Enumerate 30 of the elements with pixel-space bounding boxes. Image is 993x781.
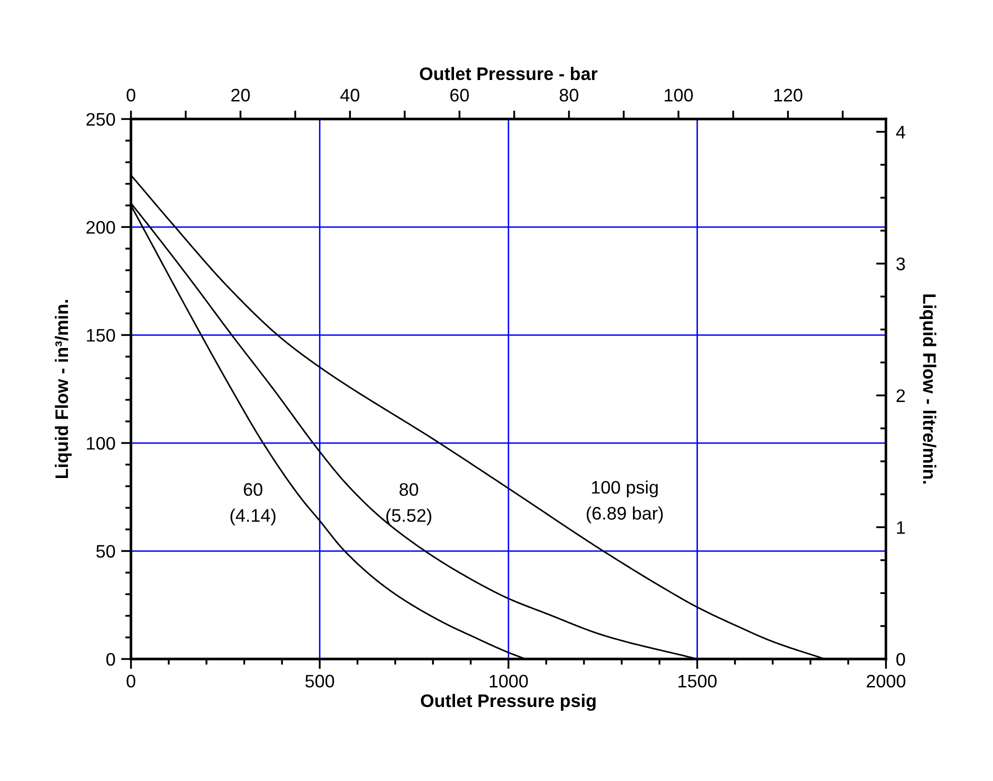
annotation: 100 psig (6.89 bar) xyxy=(586,480,663,524)
x-tick-label: 2000 xyxy=(866,674,906,688)
annotation: 80 (5.52) xyxy=(386,483,432,526)
y-tick-label: 200 xyxy=(86,220,115,234)
y2-tick-label: 4 xyxy=(896,126,906,138)
x2-tick-label: 20 xyxy=(231,88,250,102)
y-tick-label: 50 xyxy=(96,544,115,558)
x2-axis-title: Outlet Pressure - bar xyxy=(420,66,598,80)
y-tick-label: 0 xyxy=(106,652,115,666)
x-tick-label: 0 xyxy=(126,674,136,688)
x-axis-title: Outlet Pressure psig xyxy=(420,694,596,711)
x2-tick-label: 40 xyxy=(340,88,360,102)
x-tick-label: 500 xyxy=(305,674,334,688)
y2-tick-label: 1 xyxy=(897,521,905,534)
x-tick-label: 1000 xyxy=(490,674,528,688)
y2-axis-title: Liquid Flow - litre/min. xyxy=(919,294,936,484)
x2-tick-label: 80 xyxy=(560,88,578,102)
x2-tick-label: 0 xyxy=(126,88,136,102)
y-axis-title: Liquid Flow - in³/min. xyxy=(54,300,72,478)
y2-tick-label: 2 xyxy=(896,389,905,402)
x2-tick-label: 120 xyxy=(774,88,802,102)
annotation: 60 (4.14) xyxy=(230,483,276,526)
y-tick-label: 150 xyxy=(86,328,115,342)
x2-tick-label: 100 xyxy=(664,88,693,102)
y-tick-label: 100 xyxy=(86,436,115,450)
x2-tick-label: 60 xyxy=(450,88,469,102)
y-tick-label: 250 xyxy=(86,112,115,126)
y2-tick-label: 3 xyxy=(896,258,905,270)
y2-tick-label: 0 xyxy=(896,652,906,666)
x-tick-label: 1500 xyxy=(678,674,717,688)
